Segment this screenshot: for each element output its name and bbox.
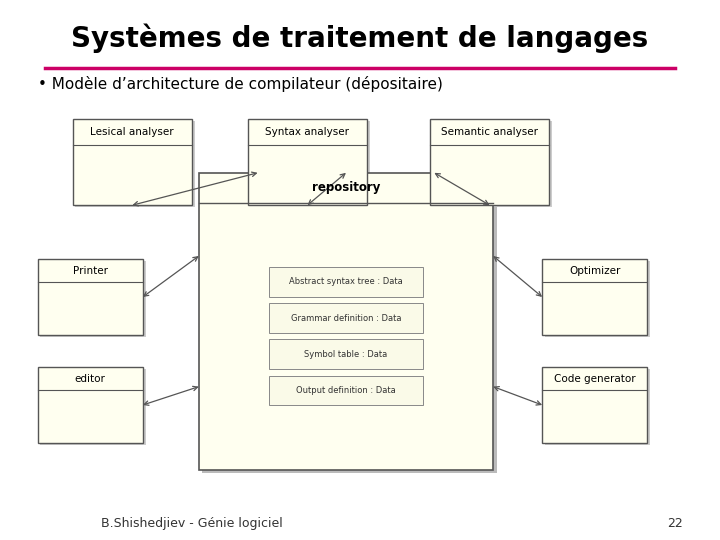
FancyBboxPatch shape (545, 369, 650, 445)
FancyBboxPatch shape (37, 259, 143, 335)
FancyBboxPatch shape (37, 367, 143, 443)
FancyBboxPatch shape (248, 119, 367, 205)
FancyBboxPatch shape (430, 119, 549, 205)
FancyBboxPatch shape (269, 340, 423, 369)
Text: Symbol table : Data: Symbol table : Data (305, 350, 387, 359)
FancyBboxPatch shape (76, 121, 194, 207)
Text: Grammar definition : Data: Grammar definition : Data (291, 314, 401, 322)
Text: Semantic analyser: Semantic analyser (441, 127, 538, 137)
Text: Optimizer: Optimizer (569, 266, 621, 275)
Text: editor: editor (75, 374, 106, 383)
FancyBboxPatch shape (269, 267, 423, 297)
Text: repository: repository (312, 181, 380, 194)
Text: Abstract syntax tree : Data: Abstract syntax tree : Data (289, 278, 403, 286)
FancyBboxPatch shape (542, 367, 647, 443)
FancyBboxPatch shape (545, 261, 650, 337)
Text: Lesical analyser: Lesical analyser (91, 127, 174, 137)
Text: B.Shishedjiev - Génie logiciel: B.Shishedjiev - Génie logiciel (101, 517, 283, 530)
FancyBboxPatch shape (73, 119, 192, 205)
Text: 22: 22 (667, 517, 683, 530)
Text: Code generator: Code generator (554, 374, 636, 383)
FancyBboxPatch shape (433, 121, 552, 207)
FancyBboxPatch shape (40, 369, 145, 445)
Text: Printer: Printer (73, 266, 108, 275)
FancyBboxPatch shape (269, 375, 423, 405)
Text: Output definition : Data: Output definition : Data (296, 386, 396, 395)
FancyBboxPatch shape (40, 261, 145, 337)
FancyBboxPatch shape (542, 259, 647, 335)
FancyBboxPatch shape (251, 121, 370, 207)
Text: Systèmes de traitement de langages: Systèmes de traitement de langages (71, 23, 649, 52)
FancyBboxPatch shape (269, 303, 423, 333)
Text: Syntax analyser: Syntax analyser (266, 127, 349, 137)
FancyBboxPatch shape (202, 176, 497, 472)
Text: • Modèle d’architecture de compilateur (dépositaire): • Modèle d’architecture de compilateur (… (37, 76, 443, 92)
FancyBboxPatch shape (199, 173, 493, 470)
